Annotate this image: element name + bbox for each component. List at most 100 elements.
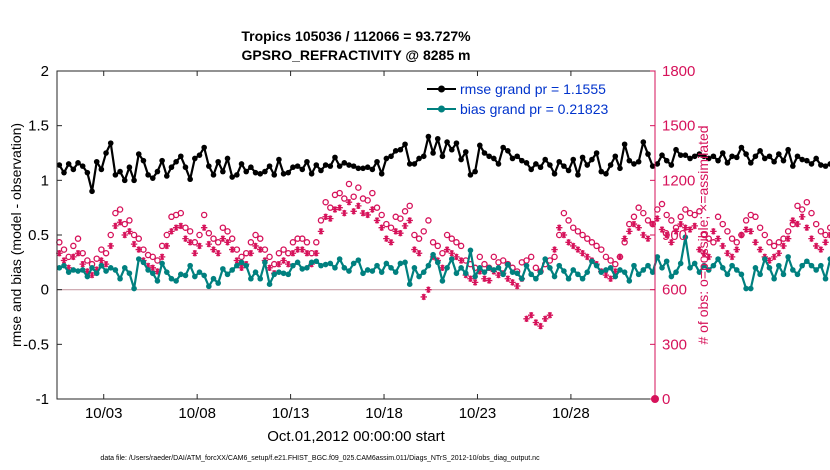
rmse-point	[374, 158, 380, 165]
possible-obs-marker	[668, 217, 675, 224]
rmse-point	[673, 146, 679, 153]
rmse-point	[603, 170, 609, 177]
bias-point	[140, 259, 147, 266]
assimilated-obs-marker	[798, 213, 806, 220]
possible-obs-marker	[336, 189, 343, 197]
bias-point	[276, 269, 282, 275]
assimilated-obs-marker	[116, 219, 124, 226]
possible-obs-marker	[383, 220, 390, 228]
legend-box	[420, 78, 648, 120]
bias-point	[495, 265, 502, 271]
bias-point	[313, 258, 320, 265]
bias-point	[631, 262, 637, 269]
x-tick-label: 10/28	[552, 405, 590, 422]
assimilated-obs-marker	[770, 253, 778, 261]
plot-area	[57, 71, 655, 399]
possible-obs-marker	[803, 198, 811, 206]
bias-point	[766, 265, 773, 271]
assimilated-obs-marker	[88, 271, 96, 279]
possible-obs-marker	[443, 231, 451, 239]
assimilated-obs-marker	[509, 279, 516, 286]
legend-bias-label: bias grand pr = 0.21823	[460, 101, 608, 117]
bias-point	[453, 270, 460, 277]
possible-obs-marker	[560, 209, 568, 217]
rmse-point	[645, 151, 651, 157]
rmse-point	[178, 153, 184, 160]
assimilated-obs-marker	[355, 202, 362, 210]
bias-point	[519, 275, 525, 282]
assimilated-obs-marker	[415, 250, 423, 257]
rmse-point	[752, 153, 759, 160]
assimilated-obs-marker	[74, 250, 82, 257]
assimilated-obs-marker	[822, 239, 829, 246]
assimilated-obs-marker	[233, 257, 241, 264]
assimilated-obs-marker	[691, 222, 698, 230]
rmse-point	[383, 155, 390, 162]
bias-point	[663, 258, 670, 265]
bias-point	[215, 280, 221, 286]
assimilated-obs-marker	[551, 246, 558, 253]
possible-obs-marker	[102, 249, 110, 257]
rmse-point	[434, 135, 441, 142]
assimilated-obs-marker	[317, 228, 325, 235]
possible-obs-marker	[434, 242, 442, 250]
assimilated-obs-marker	[607, 275, 614, 282]
rmse-point	[234, 172, 240, 178]
rmse-point	[107, 140, 114, 146]
possible-obs-marker	[364, 197, 371, 204]
rmse-point	[206, 163, 212, 169]
possible-obs-marker	[448, 235, 456, 242]
assimilated-obs-marker	[238, 264, 245, 271]
bias-point	[220, 266, 226, 272]
rmse-point	[159, 157, 165, 164]
assimilated-obs-marker	[285, 260, 292, 268]
bias-point	[673, 269, 679, 275]
rmse-point	[570, 156, 577, 163]
rmse-point	[668, 162, 675, 168]
rmse-point	[135, 151, 142, 157]
rmse-point	[537, 164, 544, 171]
rmse-point	[822, 163, 829, 169]
bias-point	[107, 265, 114, 271]
bias-point	[467, 247, 474, 254]
possible-obs-marker	[602, 253, 610, 261]
legend-rmse-marker	[438, 85, 445, 93]
rmse-point	[766, 153, 773, 160]
rmse-point	[149, 175, 156, 181]
assimilated-obs-marker	[154, 268, 161, 275]
bias-point	[416, 273, 422, 280]
bias-point	[528, 271, 534, 278]
bias-point	[533, 275, 539, 282]
possible-obs-marker	[817, 228, 825, 235]
rmse-point	[505, 148, 511, 154]
assimilated-obs-marker	[649, 220, 656, 228]
rmse-point	[65, 161, 72, 167]
rmse-point	[701, 153, 707, 160]
bias-point	[266, 281, 273, 288]
rmse-point	[70, 166, 77, 173]
bias-point	[584, 269, 591, 275]
possible-obs-marker	[607, 257, 614, 264]
rmse-point	[131, 177, 137, 184]
bias-point	[168, 275, 175, 282]
rmse-point	[547, 162, 553, 168]
bias-point	[294, 259, 301, 266]
possible-obs-marker	[742, 217, 750, 224]
assimilated-obs-marker	[378, 224, 385, 231]
bias-series-layer	[56, 234, 830, 292]
bias-point	[262, 259, 268, 266]
assimilated-obs-marker	[635, 224, 642, 231]
bias-point	[420, 269, 427, 275]
bias-point	[677, 260, 684, 267]
assimilated-obs-marker	[345, 199, 353, 206]
bias-point	[392, 269, 399, 275]
chart-title-line1: Tropics 105036 / 112066 = 93.727%	[241, 28, 471, 44]
possible-obs-marker	[256, 235, 264, 242]
possible-obs-marker	[196, 231, 203, 239]
possible-obs-marker	[457, 242, 465, 250]
assimilated-obs-marker	[121, 231, 128, 239]
possible-obs-marker	[135, 235, 143, 242]
rmse-point	[126, 164, 133, 171]
assimilated-obs-marker	[210, 246, 217, 253]
rmse-point	[733, 154, 740, 161]
